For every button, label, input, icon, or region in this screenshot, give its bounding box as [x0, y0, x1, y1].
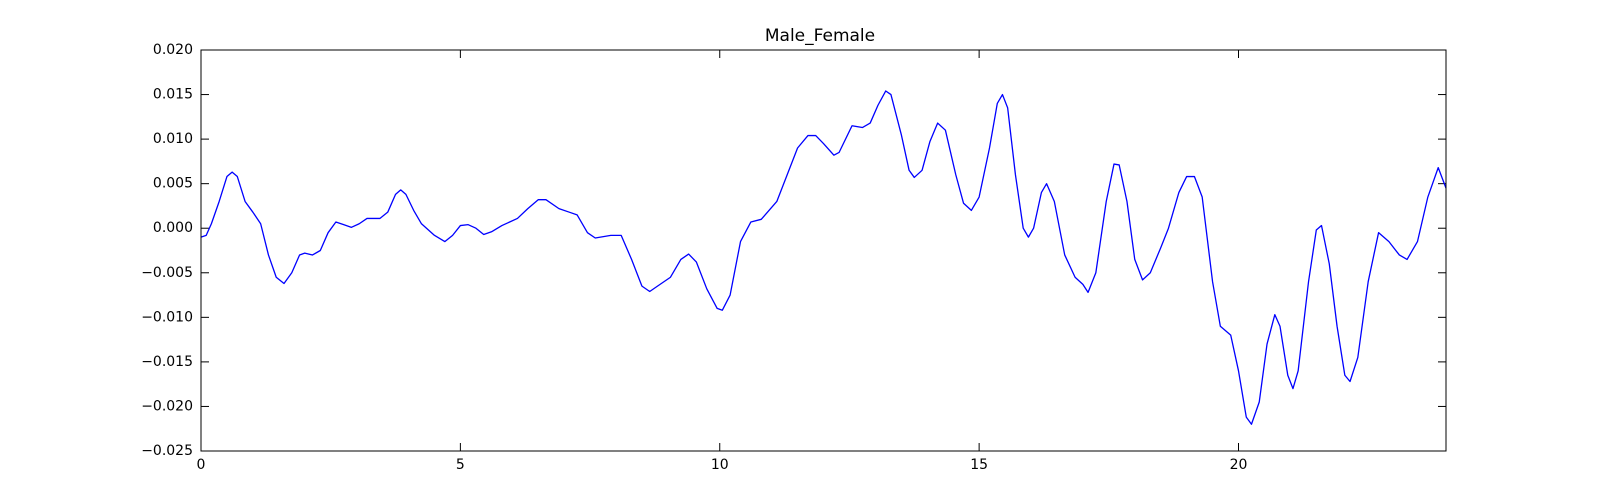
chart-title: Male_Female	[765, 26, 875, 46]
y-tick-label: −0.020	[141, 398, 193, 414]
y-tick-label: −0.015	[141, 354, 193, 370]
y-tick-label: −0.005	[141, 265, 193, 281]
x-tick-label: 5	[456, 457, 465, 473]
y-tick-label: −0.025	[141, 443, 193, 459]
y-tick-label: 0.020	[153, 42, 193, 58]
line-series	[200, 90, 1447, 425]
y-tick-label: 0.010	[153, 131, 193, 147]
plot-frame	[200, 49, 1447, 452]
y-tick-label: −0.010	[141, 309, 193, 325]
y-tick-label: 0.005	[153, 176, 193, 192]
y-tick-label: 0.000	[153, 220, 193, 236]
x-tick-label: 0	[197, 457, 206, 473]
x-tick-label: 20	[1230, 457, 1248, 473]
x-tick-label: 15	[970, 457, 988, 473]
y-tick-label: 0.015	[153, 87, 193, 103]
x-tick-label: 10	[711, 457, 729, 473]
